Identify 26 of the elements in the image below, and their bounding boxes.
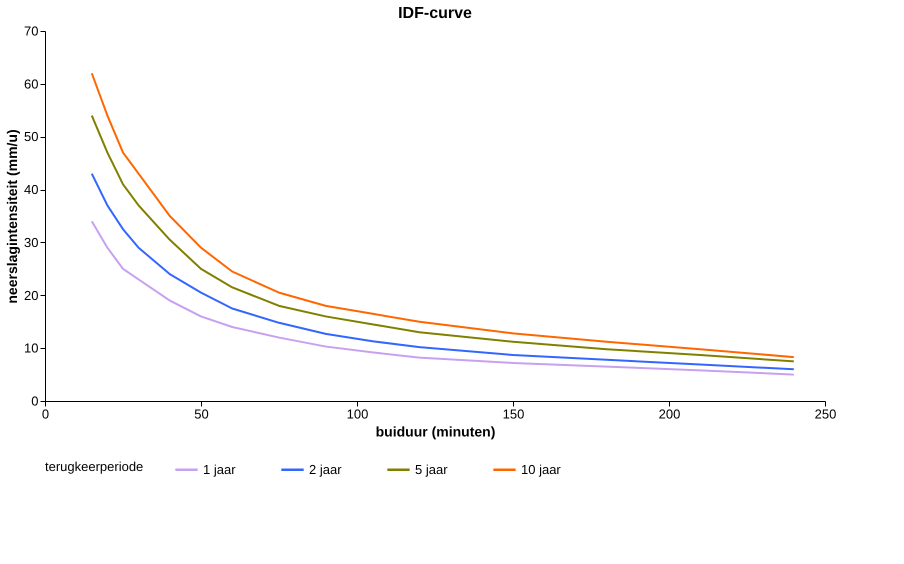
legend-title: terugkeerperiode xyxy=(45,459,144,474)
y-tick-label: 70 xyxy=(24,24,38,38)
x-tick-label: 100 xyxy=(346,406,368,422)
legend-label: 5 jaar xyxy=(415,462,448,477)
legend-label: 10 jaar xyxy=(521,462,562,477)
line-series xyxy=(90,72,795,358)
x-tick-label: 250 xyxy=(814,406,836,422)
x-tick-label: 150 xyxy=(502,406,524,422)
x-tick-label: 50 xyxy=(194,406,209,422)
legend-label: 2 jaar xyxy=(309,462,342,477)
x-tick-label: 0 xyxy=(42,406,50,422)
chart-title: IDF-curve xyxy=(398,5,472,22)
y-tick-label: 0 xyxy=(31,394,38,408)
y-tick-label: 10 xyxy=(24,340,38,356)
legend-label: 1 jaar xyxy=(203,462,236,477)
x-tick-label: 200 xyxy=(658,406,680,422)
line-series xyxy=(90,114,795,362)
y-tick-label: 60 xyxy=(24,76,38,92)
y-tick-label: 50 xyxy=(24,129,38,144)
line-series xyxy=(90,172,795,370)
y-tick-label: 30 xyxy=(24,234,38,250)
x-axis-title: buiduur (minuten) xyxy=(376,424,496,440)
y-tick-label: 20 xyxy=(24,288,38,303)
y-axis-title: neerslagintensiteit (mm/u) xyxy=(4,129,20,304)
line-series xyxy=(90,220,795,376)
y-tick-label: 40 xyxy=(24,182,38,198)
